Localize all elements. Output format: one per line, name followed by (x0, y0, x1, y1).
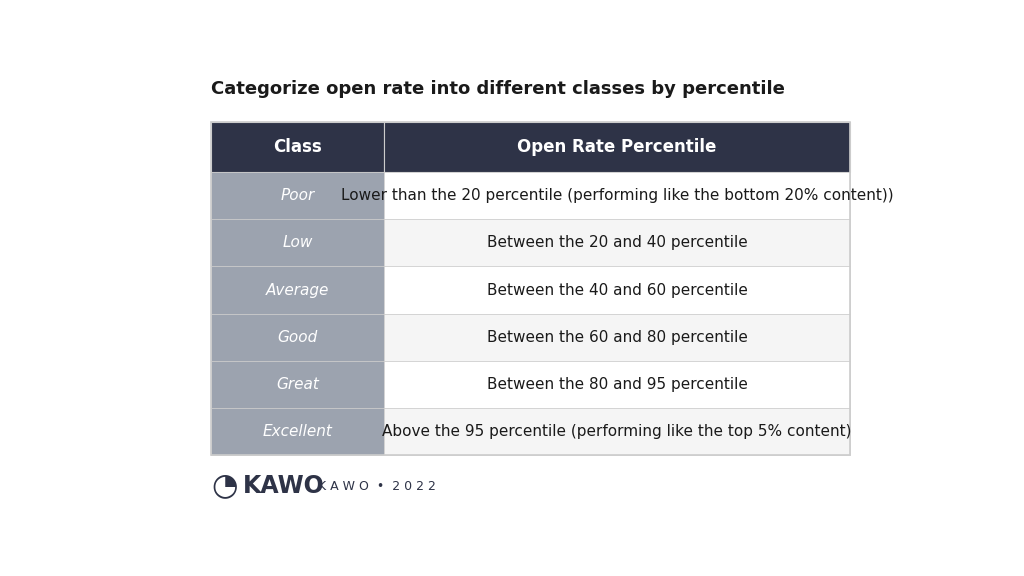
Text: Open Rate Percentile: Open Rate Percentile (517, 138, 717, 156)
Text: Class: Class (273, 138, 322, 156)
Bar (384, 172, 850, 219)
Text: K A W O  •  2 0 2 2: K A W O • 2 0 2 2 (318, 480, 436, 492)
Bar (384, 267, 850, 313)
Bar (211, 122, 850, 455)
Text: KAWO: KAWO (243, 474, 325, 498)
Bar (384, 408, 850, 455)
Bar (384, 361, 850, 408)
Bar (384, 313, 850, 361)
Text: Good: Good (278, 329, 317, 344)
Text: Between the 40 and 60 percentile: Between the 40 and 60 percentile (486, 283, 748, 298)
Text: Excellent: Excellent (262, 424, 333, 439)
Text: Low: Low (283, 236, 312, 251)
Bar (211, 172, 384, 219)
Text: Average: Average (266, 283, 330, 298)
Text: Between the 60 and 80 percentile: Between the 60 and 80 percentile (486, 329, 748, 344)
Text: Between the 80 and 95 percentile: Between the 80 and 95 percentile (486, 377, 748, 392)
Bar (211, 267, 384, 313)
Bar (384, 219, 850, 267)
Text: ◔: ◔ (211, 472, 238, 501)
Text: Lower than the 20 percentile (performing like the bottom 20% content)): Lower than the 20 percentile (performing… (341, 188, 893, 203)
Text: Categorize open rate into different classes by percentile: Categorize open rate into different clas… (211, 80, 785, 98)
Text: Between the 20 and 40 percentile: Between the 20 and 40 percentile (486, 236, 748, 251)
Text: Great: Great (276, 377, 319, 392)
Bar (211, 408, 384, 455)
Bar (211, 361, 384, 408)
Bar (384, 122, 850, 172)
Bar (211, 313, 384, 361)
Bar (211, 219, 384, 267)
Text: Above the 95 percentile (performing like the top 5% content): Above the 95 percentile (performing like… (382, 424, 852, 439)
Bar (211, 122, 384, 172)
Text: Poor: Poor (281, 188, 314, 203)
